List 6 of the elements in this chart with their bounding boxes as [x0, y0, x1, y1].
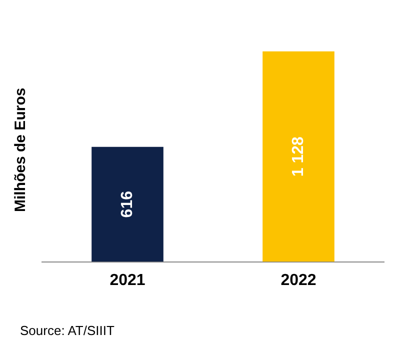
data-label: 616 [118, 190, 136, 218]
source-note: Source: AT/SIIIT [20, 323, 116, 338]
data-label: 1 128 [290, 136, 307, 177]
x-tick-label: 2021 [110, 272, 146, 289]
y-axis-title: Milhões de Euros [12, 88, 30, 212]
x-tick-label: 2022 [280, 272, 316, 289]
